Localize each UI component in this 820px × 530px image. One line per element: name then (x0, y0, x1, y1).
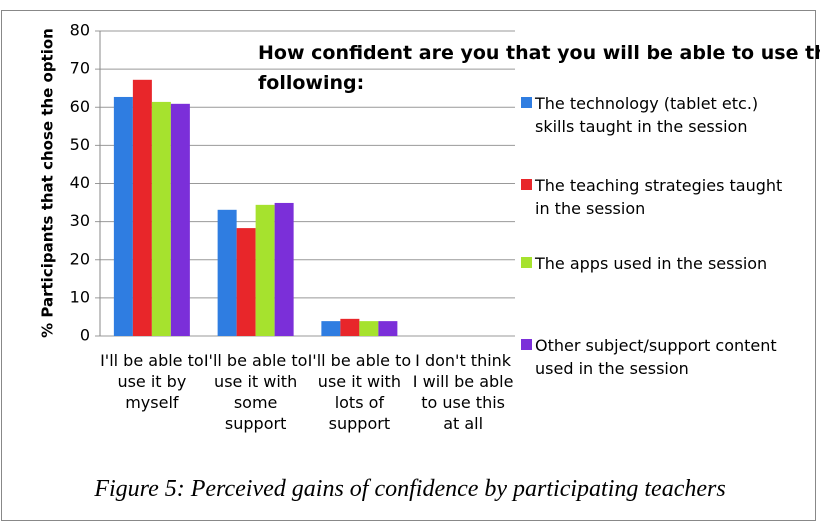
bar (113, 96, 133, 336)
chart-title: How confident are you that you will be a… (258, 38, 820, 98)
bar (236, 228, 256, 336)
y-tick-label: 50 (70, 135, 90, 154)
y-tick-label: 30 (70, 211, 90, 230)
legend-swatch (521, 179, 532, 190)
legend-label: Other subject/support content used in th… (535, 336, 777, 378)
bar (359, 321, 379, 336)
bar (255, 204, 275, 336)
bar (151, 101, 171, 336)
chart-frame (1, 10, 816, 521)
legend-item: Other subject/support content used in th… (521, 334, 811, 380)
bar (132, 79, 152, 337)
y-tick-label: 10 (70, 287, 90, 306)
caption: Figure 5: Perceived gains of confidence … (94, 476, 726, 502)
legend-item: The technology (tablet etc.) skills taug… (521, 92, 811, 138)
x-tick-label: I'll be able to use it with lots of supp… (307, 351, 412, 433)
y-tick-label: 80 (70, 21, 90, 40)
bar (378, 321, 398, 336)
bar (217, 209, 237, 336)
bar (321, 321, 341, 336)
bar (340, 318, 360, 336)
legend-item: The apps used in the session (521, 252, 811, 275)
y-tick-label: 0 (80, 326, 90, 345)
legend-label: The technology (tablet etc.) skills taug… (535, 94, 759, 136)
y-tick-label: 70 (70, 59, 90, 78)
legend-label: The apps used in the session (535, 254, 768, 273)
x-tick-label: I'll be able to use it with some support (203, 351, 308, 433)
legend-item: The teaching strategies taught in the se… (521, 174, 811, 220)
legend-swatch (521, 339, 532, 350)
title-text: How confident are you that you will be a… (258, 42, 820, 94)
y-tick-label: 20 (70, 249, 90, 268)
legend-label: The teaching strategies taught in the se… (535, 176, 783, 218)
y-axis-label: % Participants that chose the option (39, 28, 57, 338)
bar (274, 202, 294, 336)
legend-swatch (521, 97, 532, 108)
y-tick-label: 60 (70, 97, 90, 116)
legend-swatch (521, 257, 532, 268)
x-tick-label: I don't think I will be able to use this… (412, 351, 514, 433)
bar (170, 103, 190, 336)
x-tick-label: I'll be able to use it by myself (100, 351, 204, 412)
y-tick-label: 40 (70, 173, 90, 192)
